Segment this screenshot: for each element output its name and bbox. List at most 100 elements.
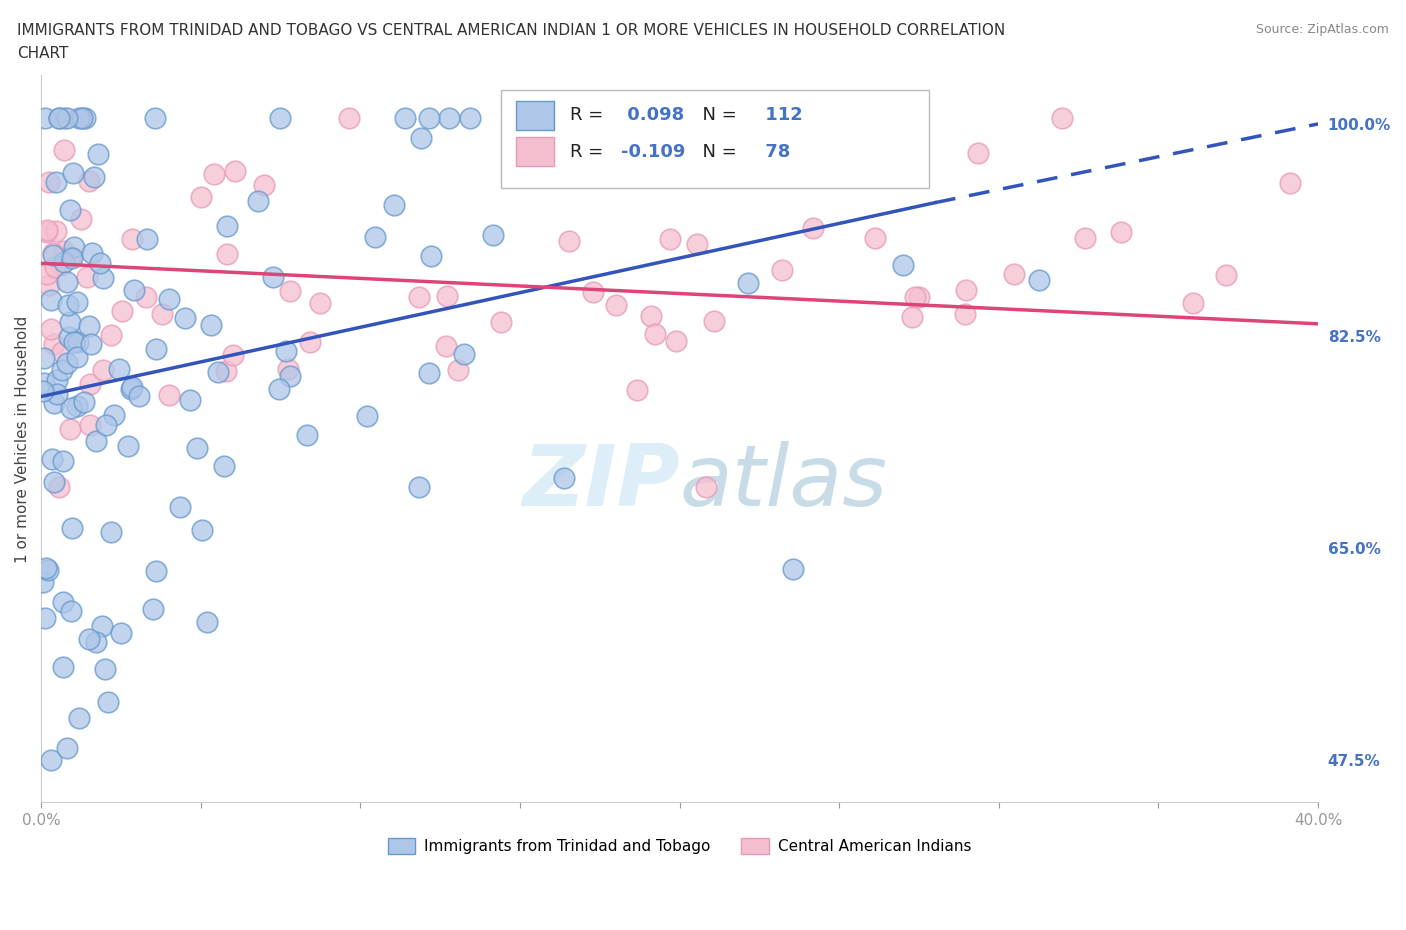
Point (640, 308, 662, 323)
Point (247, 193, 270, 208)
Point (55, 355, 77, 370)
Point (122, 283, 145, 298)
Point (51, 344, 73, 359)
Point (901, 310, 924, 325)
Point (73, 395, 96, 410)
Point (145, 341, 167, 356)
Point (93, 363, 115, 378)
Point (39, 292, 62, 307)
Point (262, 269, 284, 284)
Point (688, 132, 710, 147)
Point (215, 364, 238, 379)
Point (418, 111, 440, 126)
Point (32, 351, 55, 365)
Point (644, 326, 666, 341)
Point (42, 395, 65, 410)
Point (59, 202, 82, 217)
Point (967, 146, 990, 161)
Point (79, 174, 101, 189)
Point (121, 379, 143, 394)
Point (56, 111, 79, 126)
Point (1109, 225, 1132, 240)
Point (42, 474, 65, 489)
Point (66, 350, 89, 365)
Point (253, 178, 276, 193)
Legend: Immigrants from Trinidad and Tobago, Central American Indians: Immigrants from Trinidad and Tobago, Cen… (381, 832, 977, 860)
Point (136, 232, 159, 246)
Point (37, 222, 59, 237)
Point (42, 246, 65, 260)
Point (55, 274, 77, 289)
Point (128, 389, 150, 404)
Point (31, 575, 53, 590)
Point (79, 418, 101, 432)
Point (120, 382, 142, 397)
Point (62, 166, 84, 180)
Point (605, 298, 627, 312)
Point (157, 388, 180, 403)
Point (277, 362, 299, 377)
Point (84, 433, 107, 448)
Point (45, 223, 67, 238)
Point (67, 111, 90, 126)
Point (904, 290, 927, 305)
Point (458, 111, 481, 126)
Point (309, 296, 332, 311)
Point (87, 147, 110, 162)
Point (94, 418, 117, 432)
Point (190, 523, 212, 538)
Point (59, 421, 82, 436)
Point (770, 263, 793, 278)
Point (58, 329, 80, 344)
Point (408, 289, 430, 304)
Bar (516, 100, 554, 130)
Point (48, 111, 70, 126)
Text: IMMIGRANTS FROM TRINIDAD AND TOBAGO VS CENTRAL AMERICAN INDIAN 1 OR MORE VEHICLE: IMMIGRANTS FROM TRINIDAD AND TOBAGO VS C… (17, 23, 1005, 38)
Point (553, 471, 575, 485)
Point (103, 408, 125, 423)
Point (186, 441, 208, 456)
Point (337, 111, 360, 126)
Point (394, 111, 416, 126)
Point (356, 409, 378, 424)
Point (418, 365, 440, 380)
Point (65, 398, 87, 413)
Point (59, 604, 82, 618)
Point (434, 339, 457, 354)
Point (67, 334, 90, 349)
Point (79, 377, 101, 392)
Point (60, 521, 83, 536)
Point (295, 428, 318, 443)
Point (60, 400, 83, 415)
Point (409, 130, 432, 145)
Point (73, 111, 96, 126)
Point (212, 458, 235, 473)
Point (145, 564, 167, 578)
Point (142, 601, 165, 616)
Point (582, 285, 605, 299)
Point (63, 240, 86, 255)
Point (80, 337, 103, 352)
Point (1215, 267, 1237, 282)
Text: CHART: CHART (17, 46, 69, 61)
Point (77, 631, 100, 646)
Point (65, 295, 87, 310)
Point (67, 711, 90, 725)
Point (37, 224, 59, 239)
Point (83, 169, 105, 184)
Point (34, 376, 56, 391)
Text: ZIP: ZIP (522, 441, 679, 524)
Point (94, 661, 117, 676)
Point (143, 111, 166, 126)
Point (110, 625, 132, 640)
Point (801, 220, 824, 235)
Point (190, 190, 212, 205)
Point (278, 368, 301, 383)
Text: Source: ZipAtlas.com: Source: ZipAtlas.com (1256, 23, 1389, 36)
Point (34, 111, 56, 126)
Point (42, 337, 65, 352)
Text: R =: R = (569, 106, 609, 125)
Point (157, 291, 180, 306)
Point (195, 615, 218, 630)
Point (173, 311, 195, 325)
